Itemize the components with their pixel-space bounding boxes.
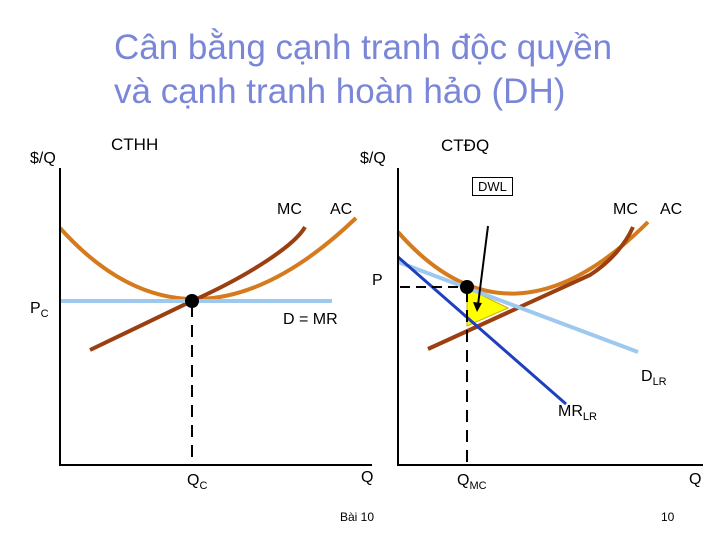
left-ac-curve <box>58 216 358 301</box>
title-line-2: và cạnh tranh hoàn hảo (DH) <box>114 72 566 111</box>
right-demand-label: DLR <box>641 368 667 388</box>
right-ac-label: AC <box>660 201 683 218</box>
left-equilibrium-point <box>185 294 199 308</box>
right-x-axis-label: Q <box>689 471 702 488</box>
left-x-axis-label: Q <box>361 469 374 486</box>
right-qty-label-main: Q <box>457 472 470 489</box>
dwl-triangle <box>466 287 510 327</box>
dwl-arrow <box>477 225 489 306</box>
right-mr-label: MRLR <box>558 403 597 423</box>
right-mr-line <box>397 255 567 406</box>
footer-page-number: 10 <box>661 510 675 524</box>
slide-title: Cân bằng cạnh tranh độc quyền và cạnh tr… <box>114 26 714 114</box>
right-mc-label: MC <box>613 201 638 218</box>
title-line-1: Cân bằng cạnh tranh độc quyền <box>114 28 613 67</box>
right-demand-label-sub: LR <box>652 376 667 388</box>
right-ac-curve <box>396 220 650 296</box>
left-mc-curve <box>89 225 307 352</box>
right-mr-label-sub: LR <box>582 411 597 423</box>
right-mc-curve <box>427 226 635 351</box>
right-qty-label-sub: MC <box>469 480 487 492</box>
left-qty-label-main: Q <box>187 472 200 489</box>
left-qty-label: QC <box>187 472 208 492</box>
right-y-axis-label: $/Q <box>360 150 386 167</box>
dwl-label: DWL <box>472 177 513 196</box>
left-ac-label: AC <box>330 201 353 218</box>
left-demand-label: D = MR <box>283 311 338 328</box>
left-mc-label: MC <box>277 201 302 218</box>
left-price-label-main: P <box>30 300 41 317</box>
right-price-label: P <box>372 272 383 289</box>
left-panel-heading: CTHH <box>111 135 159 154</box>
right-equilibrium-point <box>460 280 474 294</box>
right-mr-label-main: MR <box>558 403 583 420</box>
left-y-axis-label: $/Q <box>30 150 56 167</box>
left-qty-label-sub: C <box>199 480 208 492</box>
left-axes <box>59 168 372 466</box>
right-panel-heading: CTĐQ <box>441 136 490 155</box>
left-price-label-sub: C <box>40 308 49 320</box>
left-price-label: PC <box>30 300 49 320</box>
dwl-arrow-head <box>473 302 482 312</box>
footer-lesson: Bài 10 <box>340 510 375 524</box>
right-demand-line <box>397 260 639 354</box>
right-qty-label: QMC <box>457 472 487 492</box>
right-axes <box>397 168 703 466</box>
right-demand-label-main: D <box>641 368 653 385</box>
